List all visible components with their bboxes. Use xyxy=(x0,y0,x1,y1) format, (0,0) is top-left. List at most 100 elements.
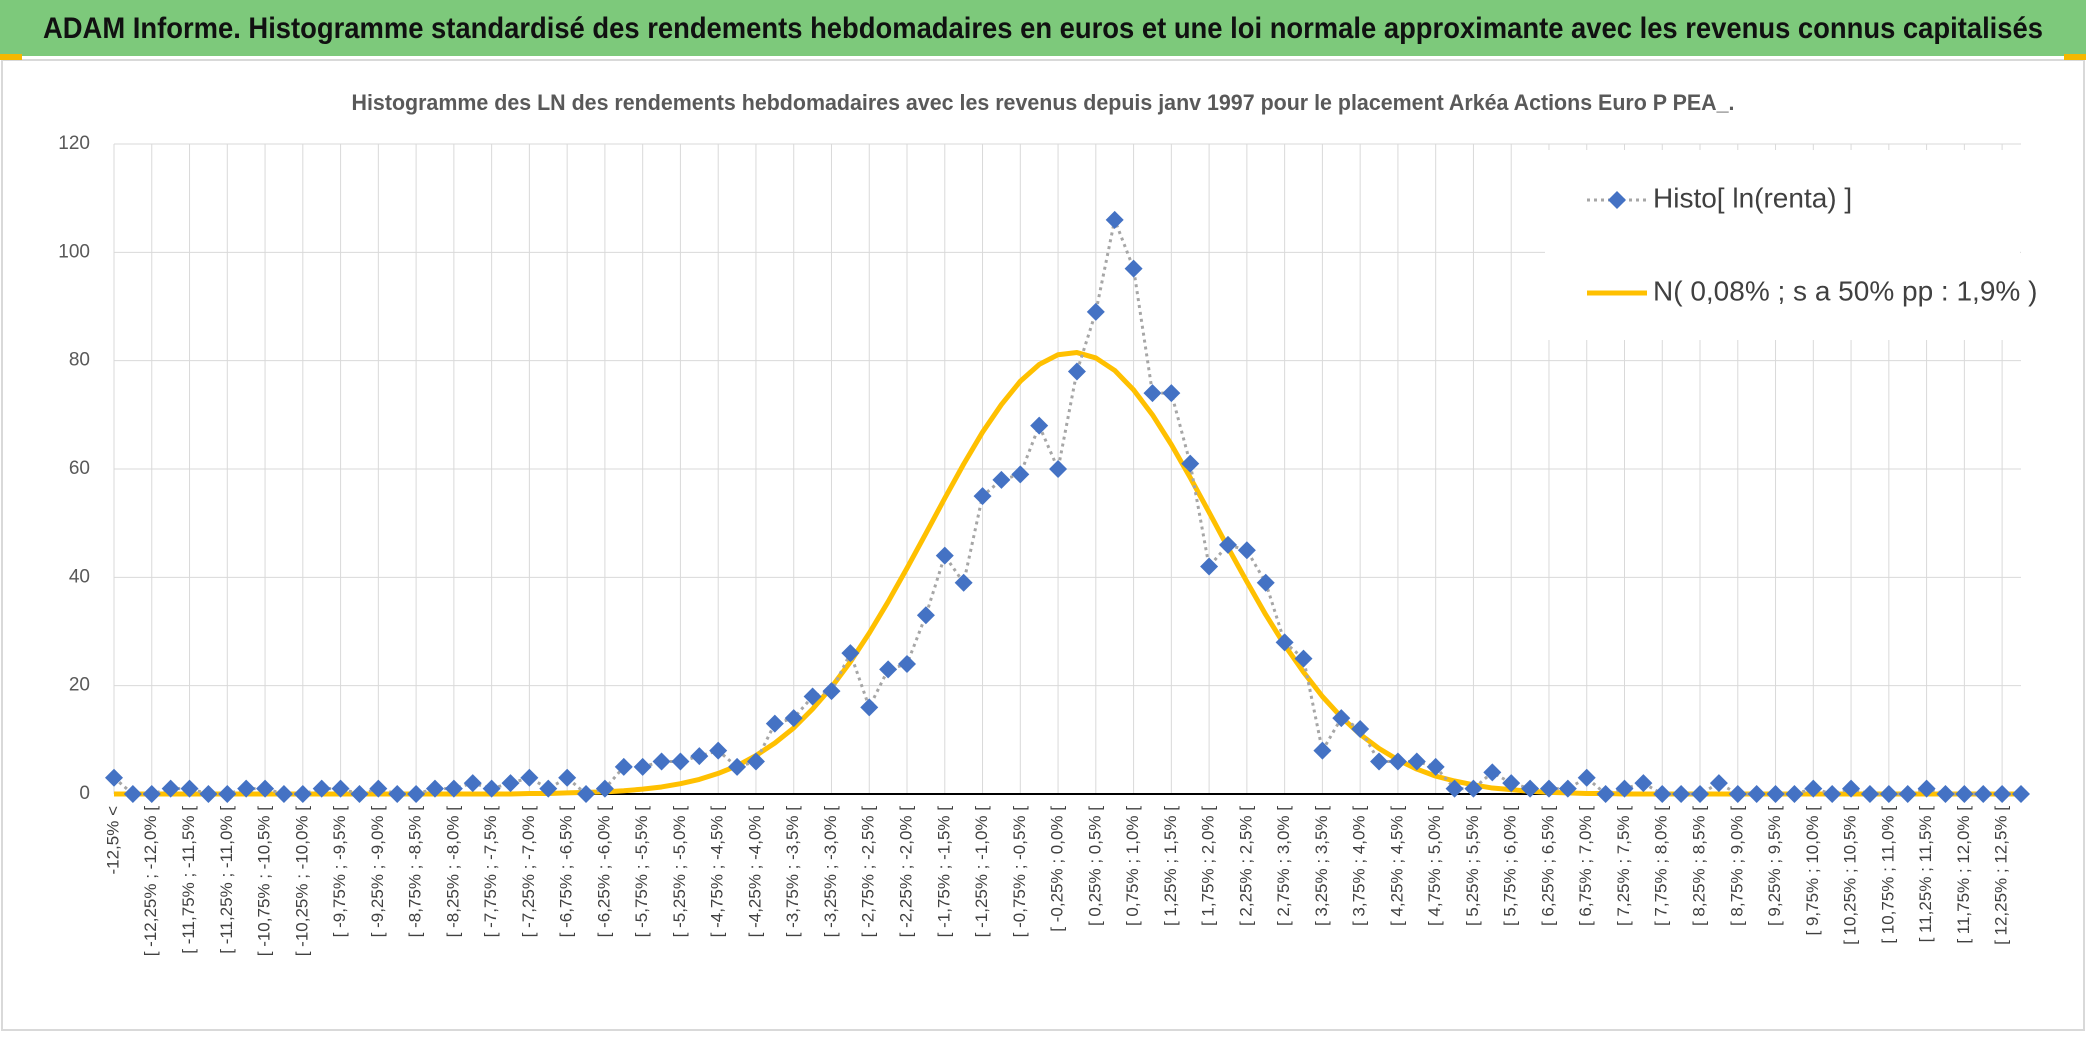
diamond-marker xyxy=(218,785,237,803)
diamond-marker xyxy=(1993,785,2012,803)
legend-marker xyxy=(1608,191,1626,209)
diamond-marker xyxy=(1898,785,1917,803)
diamond-marker xyxy=(331,779,350,798)
diamond-marker xyxy=(1426,757,1445,776)
diamond-marker xyxy=(1294,649,1313,668)
diamond-marker xyxy=(728,757,747,776)
x-tick-label: [ 8,75% ; 9,0% [ xyxy=(1727,806,1746,926)
x-tick-label: [ 10,25% ; 10,5% [ xyxy=(1841,806,1860,945)
diamond-marker xyxy=(1917,779,1936,798)
diamond-marker xyxy=(1162,384,1181,403)
x-tick-label: [ -3,25% ; -3,0% [ xyxy=(821,806,840,938)
x-tick-label: [ 3,75% ; 4,0% [ xyxy=(1350,806,1369,926)
banner-accent xyxy=(2064,54,2086,60)
diamond-marker xyxy=(463,774,482,793)
x-tick-label: [ -4,25% ; -4,0% [ xyxy=(745,806,764,938)
diamond-marker xyxy=(916,606,935,625)
x-tick-label: [ -5,75% ; -5,5% [ xyxy=(632,806,651,938)
diamond-marker xyxy=(671,752,690,771)
diamond-marker xyxy=(312,779,331,798)
diamond-marker xyxy=(369,779,388,798)
diamond-marker xyxy=(1860,785,1879,803)
diamond-marker xyxy=(803,687,822,706)
diamond-marker xyxy=(425,779,444,798)
diamond-marker xyxy=(1577,768,1596,787)
x-tick-label: [ -9,75% ; -9,5% [ xyxy=(330,806,349,938)
diamond-marker xyxy=(1879,785,1898,803)
diamond-marker xyxy=(1823,785,1842,803)
diamond-marker xyxy=(1181,454,1200,473)
diamond-marker xyxy=(1256,573,1275,592)
x-tick-label: [ 9,25% ; 9,5% [ xyxy=(1765,806,1784,926)
diamond-marker xyxy=(1332,709,1351,728)
diamond-marker xyxy=(709,741,728,760)
x-tick-label: [ 0,75% ; 1,0% [ xyxy=(1123,806,1142,926)
y-tick-label: 60 xyxy=(69,458,90,479)
diamond-marker xyxy=(1237,541,1256,560)
x-tick-label: [ -8,25% ; -8,0% [ xyxy=(443,806,462,938)
diamond-marker xyxy=(180,779,199,798)
x-tick-label: [ -2,25% ; -2,0% [ xyxy=(896,806,915,938)
diamond-marker xyxy=(614,757,633,776)
diamond-marker xyxy=(1388,752,1407,771)
diamond-marker xyxy=(1709,774,1728,793)
diamond-marker xyxy=(1672,785,1691,803)
x-tick-label: [ -1,75% ; -1,5% [ xyxy=(934,806,953,938)
x-tick-label: [ 6,25% ; 6,5% [ xyxy=(1538,806,1557,926)
diamond-marker xyxy=(350,785,369,803)
diamond-marker xyxy=(595,779,614,798)
diamond-marker xyxy=(690,747,709,766)
x-tick-label: [ -12,25% ; -12,0% [ xyxy=(141,806,160,957)
diamond-marker xyxy=(1596,785,1615,803)
diamond-marker xyxy=(1445,779,1464,798)
diamond-marker xyxy=(1049,460,1068,478)
x-tick-label: [ -10,75% ; -10,5% [ xyxy=(255,806,274,957)
diamond-marker xyxy=(1785,785,1804,803)
diamond-marker xyxy=(1483,763,1502,782)
x-tick-label: [ 3,25% ; 3,5% [ xyxy=(1312,806,1331,926)
diamond-marker xyxy=(1842,779,1861,798)
diamond-marker xyxy=(1143,384,1162,403)
x-tick-label: [ 12,25% ; 12,5% [ xyxy=(1992,806,2011,945)
x-tick-label: [ -11,75% ; -11,5% [ xyxy=(179,806,198,954)
diamond-marker xyxy=(1124,259,1143,278)
diamond-marker xyxy=(123,785,142,803)
chart-frame xyxy=(1,59,2085,1031)
x-tick-label: [ -11,25% ; -11,0% [ xyxy=(217,806,236,954)
diamond-marker xyxy=(1464,779,1483,798)
diamond-marker xyxy=(1766,785,1785,803)
x-tick-label: [ 6,75% ; 7,0% [ xyxy=(1576,806,1595,926)
x-tick-label: [ -2,75% ; -2,5% [ xyxy=(859,806,878,938)
diamond-marker xyxy=(822,682,841,701)
x-tick-label: [ -0,25% ; 0,0% [ xyxy=(1048,806,1067,932)
x-tick-label: [ 1,25% ; 1,5% [ xyxy=(1161,806,1180,926)
diamond-marker xyxy=(1313,741,1332,760)
x-tick-label: [ 2,25% ; 2,5% [ xyxy=(1236,806,1255,926)
x-tick-label: [ 4,25% ; 4,5% [ xyxy=(1387,806,1406,926)
diamond-marker xyxy=(161,779,180,798)
diamond-marker xyxy=(1351,720,1370,738)
diamond-marker xyxy=(142,785,161,803)
diamond-marker xyxy=(784,709,803,728)
x-tick-label: [ -1,25% ; -1,0% [ xyxy=(972,806,991,938)
legend-label: N( 0,08% ; s a 50% pp : 1,9% ) xyxy=(1653,275,2037,306)
x-tick-label: [ 0,25% ; 0,5% [ xyxy=(1085,806,1104,926)
x-tick-label: [ 11,25% ; 11,5% [ xyxy=(1916,806,1935,943)
x-tick-label: [ 10,75% ; 11,0% [ xyxy=(1878,806,1897,944)
diamond-marker xyxy=(1370,752,1389,771)
banner xyxy=(0,0,2086,56)
legend-label: Histo[ ln(renta) ] xyxy=(1653,182,1852,213)
x-tick-label: [ -6,75% ; -6,5% [ xyxy=(557,806,576,938)
x-tick-label: [ 4,75% ; 5,0% [ xyxy=(1425,806,1444,926)
x-tick-label: [ -5,25% ; -5,0% [ xyxy=(670,806,689,938)
diamond-marker xyxy=(1200,557,1219,576)
x-tick-label: [ -7,25% ; -7,0% [ xyxy=(519,806,538,938)
y-tick-label: 20 xyxy=(69,675,90,696)
diamond-marker xyxy=(1011,465,1030,484)
diamond-marker xyxy=(2012,785,2030,803)
diamond-marker xyxy=(633,757,652,776)
y-tick-label: 100 xyxy=(58,241,90,262)
diamond-marker xyxy=(1747,785,1766,803)
diamond-marker xyxy=(274,785,293,803)
